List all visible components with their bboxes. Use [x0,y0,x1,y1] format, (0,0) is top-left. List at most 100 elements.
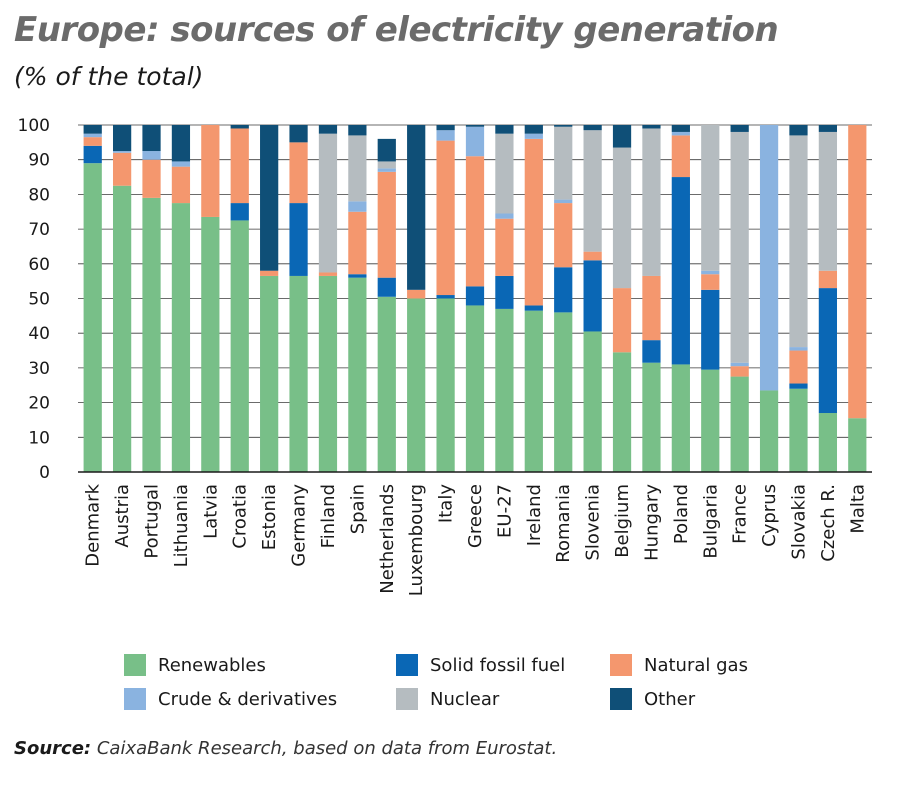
bar-denmark-natural-gas [83,137,102,146]
legend-item-solid-fossil-fuel: Solid fossil fuel [396,654,565,676]
bar-slovakia-crude-derivatives [789,347,808,351]
x-tick-label-croatia: Croatia [230,484,251,549]
bar-hungary-natural-gas [642,275,661,341]
bar-italy-other [436,125,455,131]
bar-france-nuclear [730,131,749,363]
legend-label-solid-fossil-fuel: Solid fossil fuel [430,654,566,676]
y-axis-ticks: 0 10 20 30 40 50 60 70 80 90 100 [18,116,50,483]
bar-croatia-other [230,125,249,129]
x-tick-label-estonia: Estonia [259,484,280,550]
y-tick-label-60: 60 [28,255,50,275]
x-tick-label-belgium: Belgium [612,484,633,558]
bar-lithuania-crude-derivatives [171,161,191,167]
y-tick-label-20: 20 [28,394,50,414]
y-tick-label-80: 80 [28,185,50,205]
legend-item-natural-gas: Natural gas [610,654,748,676]
legend-label-nuclear: Nuclear [430,688,500,710]
bar-slovakia-natural-gas [789,350,808,384]
legend-swatch-other [610,688,632,710]
bar-bulgaria-crude-derivatives [701,270,720,275]
bar-romania-renewables [554,312,573,472]
bar-croatia-solid-fossil-fuel [230,203,249,221]
bar-romania-natural-gas [554,203,573,268]
bar-spain-nuclear [348,135,367,202]
bar-slovakia-renewables [789,388,808,472]
bar-romania-solid-fossil-fuel [554,267,573,313]
bar-slovakia-nuclear [789,135,808,348]
bar-luxembourg-renewables [407,298,426,472]
bar-finland-renewables [318,275,338,472]
bar-croatia-natural-gas [230,128,249,204]
bar-spain-natural-gas [348,211,367,275]
x-tick-label-netherlands: Netherlands [377,484,398,594]
chart-subtitle: (% of the total) [14,62,204,91]
bar-eu-27-nuclear [495,133,514,214]
bar-lithuania-other [171,125,191,162]
y-tick-label-50: 50 [28,290,50,310]
bar-bulgaria-solid-fossil-fuel [701,289,720,370]
bar-poland-natural-gas [671,135,690,178]
x-tick-label-finland: Finland [318,484,339,548]
bar-austria-other [112,125,132,152]
x-tick-label-bulgaria: Bulgaria [700,484,721,559]
bar-italy-crude-derivatives [436,130,455,141]
bar-slovenia-natural-gas [583,251,602,261]
bar-lithuania-renewables [171,203,191,472]
bar-greece-natural-gas [465,156,485,287]
bar-lithuania-natural-gas [171,166,191,204]
bar-finland-nuclear [318,133,338,273]
bar-belgium-nuclear [612,147,632,289]
x-tick-label-poland: Poland [671,484,692,544]
bar-portugal-crude-derivatives [142,151,161,160]
chart-title: Europe: sources of electricity generatio… [14,10,779,50]
x-tick-label-czech-r: Czech R. [818,484,839,562]
legend-swatch-nuclear [396,688,418,710]
bar-czech-r-natural-gas [818,270,838,289]
x-tick-label-slovakia: Slovakia [788,484,809,560]
bar-latvia-natural-gas [201,125,220,217]
bar-netherlands-nuclear [377,161,396,169]
bar-estonia-natural-gas [260,270,279,276]
x-tick-label-luxembourg: Luxembourg [406,484,427,596]
x-tick-label-eu-27: EU-27 [494,484,515,538]
y-tick-label-10: 10 [28,428,50,448]
bar-belgium-other [612,125,632,148]
legend-label-crude-derivatives: Crude & derivatives [158,688,338,710]
x-tick-label-italy: Italy [436,484,457,523]
x-tick-label-slovenia: Slovenia [583,484,604,561]
y-tick-label-70: 70 [28,220,50,240]
bar-portugal-other [142,125,161,152]
bars [83,125,867,473]
bar-greece-renewables [465,305,485,472]
bar-bulgaria-natural-gas [701,274,720,290]
bar-france-natural-gas [730,366,749,377]
bar-cyprus-crude-derivatives [759,125,779,391]
stacked-bar-chart: 0 10 20 30 40 50 60 70 80 90 100 Denmark Austria Por… [18,116,872,596]
bar-netherlands-crude-derivatives [377,168,396,172]
bar-poland-other [671,125,690,132]
x-tick-label-greece: Greece [465,484,486,548]
bar-italy-solid-fossil-fuel [436,295,455,299]
bar-slovenia-solid-fossil-fuel [583,260,602,332]
bar-hungary-nuclear [642,128,661,276]
bar-eu-27-crude-derivatives [495,213,514,219]
bar-austria-crude-derivatives [112,151,132,153]
bar-denmark-renewables [83,163,102,473]
bar-czech-r-solid-fossil-fuel [818,288,838,414]
bar-czech-r-renewables [818,413,838,472]
bar-slovakia-solid-fossil-fuel [789,383,808,389]
bar-denmark-solid-fossil-fuel [83,145,102,164]
x-tick-label-romania: Romania [553,484,574,563]
bar-cyprus-renewables [759,390,779,472]
legend-label-other: Other [644,688,696,710]
legend-swatch-solid-fossil-fuel [396,654,418,676]
bar-spain-other [348,125,367,136]
legend-item-crude-derivatives: Crude & derivatives [124,688,337,710]
x-tick-label-ireland: Ireland [524,484,545,546]
legend-item-nuclear: Nuclear [396,688,499,710]
x-tick-label-denmark: Denmark [83,483,104,566]
legend-swatch-renewables [124,654,146,676]
bar-germany-solid-fossil-fuel [289,203,308,276]
bar-portugal-natural-gas [142,159,161,198]
bar-slovenia-nuclear [583,130,602,252]
